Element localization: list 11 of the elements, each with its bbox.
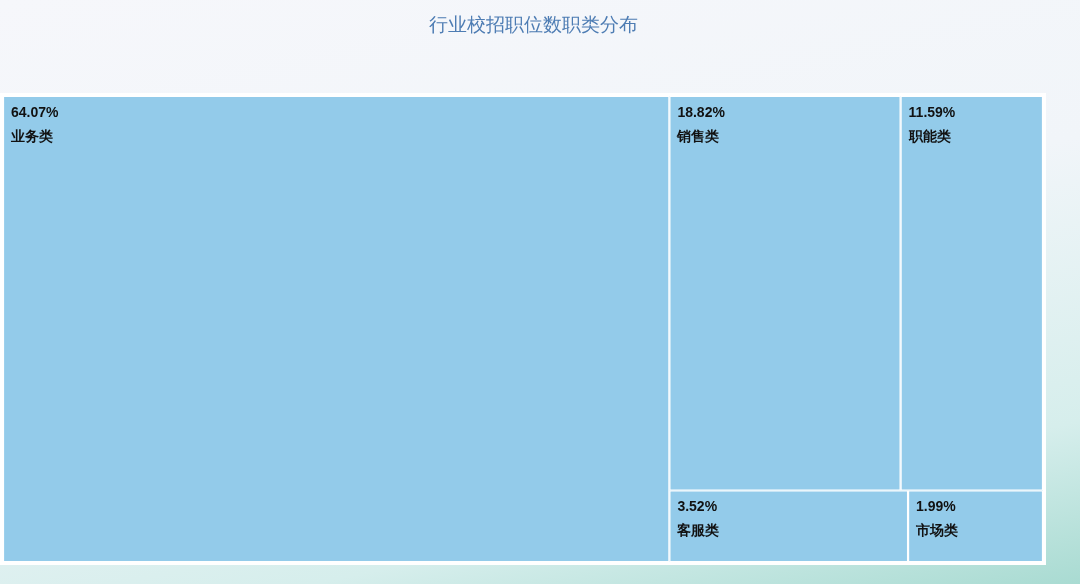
data-label: 11.59% <box>908 103 956 120</box>
data-label: 1.99% <box>916 498 957 515</box>
text: 行业校招职位数职类分布 <box>428 14 638 36</box>
data-label: 18.82% <box>677 103 726 120</box>
category-label: 市场类 <box>915 522 959 539</box>
data-label: 64.07% <box>11 103 60 120</box>
category-label: 客服类 <box>676 522 720 539</box>
category-label: 职能类 <box>907 127 951 144</box>
category-label: 业务类 <box>10 127 53 144</box>
data-label: 3.52% <box>677 498 718 515</box>
category-label: 销售类 <box>676 127 720 144</box>
